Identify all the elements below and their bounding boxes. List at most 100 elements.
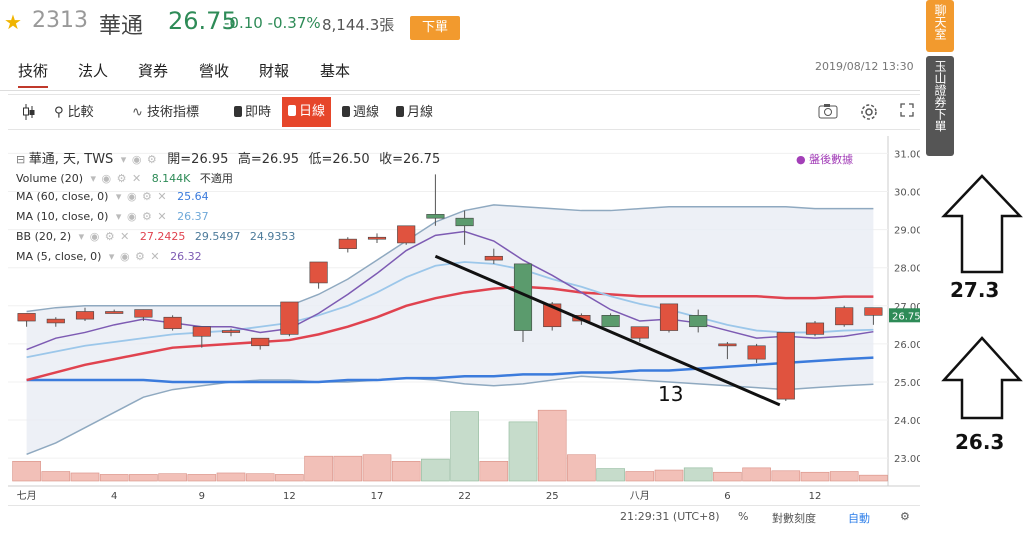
tab-technical[interactable]: 技術 [18, 60, 49, 88]
percent-toggle[interactable]: % [738, 510, 749, 523]
indicator-wave-icon: ∿ [132, 105, 143, 120]
legend-tools-icon[interactable]: ▾ ◉ ⚙ ✕ [78, 230, 131, 243]
x-tick-label: 17 [371, 491, 384, 502]
after-hours-label: ● 盤後數據 [796, 151, 853, 167]
legend-tools-icon[interactable]: ▾ ◉ ⚙ ✕ [115, 210, 168, 223]
candle-body [134, 309, 153, 318]
weekly-label: 週線 [353, 105, 380, 120]
x-tick-label: 七月 [17, 490, 37, 502]
log-scale-toggle[interactable]: 對數刻度 [772, 512, 816, 525]
bb-upper-line [26, 204, 874, 313]
volume-bar [362, 454, 392, 482]
tab-financials[interactable]: 財報 [259, 62, 290, 80]
candle-body [718, 343, 737, 347]
volume-bar [508, 421, 538, 482]
candle-body [338, 238, 357, 249]
legend-ma10: MA (10, close, 0) ▾ ◉ ⚙ ✕ 26.37 [16, 210, 209, 223]
volume-bar [654, 469, 684, 482]
square-icon [342, 106, 350, 117]
square-icon [396, 106, 404, 117]
legend-tools-icon[interactable]: ▾ ◉ ⚙ [120, 153, 158, 166]
x-tick-label: 9 [199, 491, 205, 502]
volume-bar [158, 473, 187, 482]
y-tick-label: 30.00 [894, 188, 920, 199]
y-tick-label: 29.00 [894, 226, 920, 237]
target-arrows [941, 174, 1023, 420]
camera-icon[interactable] [818, 103, 838, 125]
tab-basic[interactable]: 基本 [320, 62, 351, 80]
candle-type-icon[interactable] [22, 103, 36, 125]
weekly-button[interactable]: 週線 [342, 103, 379, 125]
legend-tools-icon[interactable]: ▾ ◉ ⚙ ✕ [115, 190, 168, 203]
chart-toolbar: ⚲ 比較 ∿ 技術指標 即時 日線 週線 月線 [8, 94, 920, 130]
stock-code: 2313 [32, 8, 88, 33]
volume-bar [596, 468, 625, 482]
legend-tools-icon[interactable]: ▾ ◉ ⚙ ✕ [90, 172, 143, 185]
candle-body [367, 236, 387, 240]
candle-body [75, 311, 95, 320]
tab-margin[interactable]: 資券 [138, 62, 169, 80]
volume-bar [12, 460, 41, 482]
bb-mid-value: 27.2425 [139, 230, 186, 243]
candle-body [163, 316, 182, 329]
candle-body [105, 311, 124, 314]
volume-bar [304, 455, 333, 482]
legend-close: 收=26.75 [379, 152, 441, 167]
candle-body [805, 322, 825, 335]
volume-bar [333, 455, 363, 482]
trade-volume: 8,144.3張 [322, 16, 395, 34]
dot-icon: ● [796, 153, 806, 166]
compare-button[interactable]: ⚲ 比較 [54, 103, 94, 125]
volume-bar [99, 474, 129, 482]
legend-main: ⊟ 華通, 天, TWS ▾ ◉ ⚙ 開=26.95 高=26.95 低=26.… [16, 148, 440, 167]
y-tick-label: 27.00 [894, 302, 920, 313]
fullscreen-icon[interactable] [900, 103, 914, 125]
legend-bb: BB (20, 2) ▾ ◉ ⚙ ✕ 27.2425 29.5497 24.93… [16, 230, 295, 243]
volume-bar [70, 472, 100, 482]
monthly-label: 月線 [407, 105, 434, 120]
candle-body [221, 330, 241, 333]
chat-room-button[interactable]: 聊天室 [926, 0, 954, 52]
monthly-button[interactable]: 月線 [396, 103, 433, 125]
volume-bar [450, 411, 479, 482]
volume-bar [567, 454, 596, 482]
legend-high: 高=26.95 [237, 152, 299, 167]
legend-low: 低=26.50 [308, 152, 370, 167]
order-button[interactable]: 下單 [410, 16, 460, 40]
star-icon[interactable]: ★ [4, 10, 22, 34]
chart-area[interactable]: 23.00 24.00 25.00 26.00 27.00 28.00 29.00 30.00… [8, 136, 920, 526]
volume-bar [829, 471, 859, 482]
quote-header: ★ 2313 華通 26.75 -0.10 -0.37% 8,144.3張 下單 [0, 0, 920, 48]
auto-scale-toggle[interactable]: 自動 [848, 512, 870, 525]
y-tick-label: 28.00 [894, 264, 920, 275]
candle-body [251, 337, 270, 347]
compare-icon: ⚲ [54, 105, 64, 120]
legend-symbol: 華通, 天, TWS [28, 152, 114, 167]
footer-settings-icon[interactable]: ⚙ [900, 510, 910, 523]
y-tick-label: 24.00 [894, 416, 920, 427]
x-tick-label: 4 [111, 491, 117, 502]
square-icon [288, 105, 296, 116]
ma60-line [26, 356, 874, 384]
price-chart-svg[interactable]: 23.00 24.00 25.00 26.00 27.00 28.00 29.00 30.00… [8, 136, 920, 506]
bb-lower-value: 24.9353 [249, 230, 296, 243]
bb-lower-line [26, 375, 874, 456]
settings-gear-icon[interactable] [860, 103, 878, 125]
volume-bar [216, 472, 246, 482]
daily-button[interactable]: 日線 [282, 97, 332, 127]
bb-label: BB (20, 2) [16, 230, 72, 243]
realtime-button[interactable]: 即時 [234, 103, 271, 125]
tab-institutional[interactable]: 法人 [78, 62, 109, 80]
volume-bar [683, 467, 713, 482]
legend-tools-icon[interactable]: ▾ ◉ ⚙ ✕ [108, 250, 161, 263]
bollinger-band-fill [26, 204, 874, 455]
indicators-button[interactable]: ∿ 技術指標 [132, 103, 199, 125]
last-price-tag-label: 26.75 [892, 311, 920, 322]
bb-mid-line [26, 285, 874, 382]
legend-ma5: MA (5, close, 0) ▾ ◉ ⚙ ✕ 26.32 [16, 250, 202, 263]
broker-order-button[interactable]: 玉山證券下單 [926, 56, 954, 156]
collapse-icon[interactable]: ⊟ [16, 153, 26, 166]
candle-body [776, 332, 795, 400]
tab-revenue[interactable]: 營收 [199, 62, 230, 80]
stock-name: 華通 [99, 14, 144, 39]
